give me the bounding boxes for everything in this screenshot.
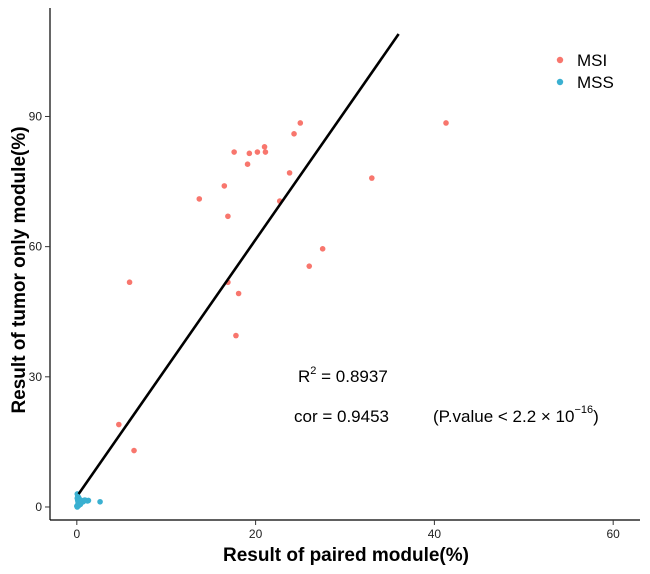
p-value-text: (P.value < 2.2 × 10 bbox=[433, 407, 574, 426]
y-tick-label: 90 bbox=[29, 109, 43, 123]
x-tick-label: 60 bbox=[607, 527, 621, 541]
point-mss bbox=[85, 497, 92, 504]
regression-line bbox=[77, 33, 400, 495]
legend: MSI MSS bbox=[556, 51, 614, 92]
point-msi bbox=[235, 290, 242, 297]
point-msi bbox=[131, 447, 137, 454]
point-msi bbox=[262, 149, 269, 155]
data-points bbox=[74, 120, 449, 510]
point-mss bbox=[74, 503, 80, 509]
p-value-exponent: −16 bbox=[574, 404, 593, 416]
point-msi bbox=[246, 150, 253, 157]
x-tick-label: 20 bbox=[249, 527, 263, 541]
y-axis-title: Result of tumor only module(%) bbox=[9, 126, 30, 413]
r-squared-value: = 0.8937 bbox=[316, 367, 387, 386]
point-msi bbox=[231, 149, 237, 155]
point-msi bbox=[291, 131, 297, 137]
x-tick-label: 0 bbox=[73, 527, 80, 541]
point-msi bbox=[443, 120, 449, 126]
regression-line-group bbox=[77, 33, 400, 495]
x-tick-label: 40 bbox=[428, 527, 442, 541]
point-msi bbox=[233, 332, 239, 339]
legend-label-msi: MSI bbox=[577, 51, 607, 70]
y-tick-label: 0 bbox=[35, 500, 42, 514]
y-tick-label: 30 bbox=[29, 370, 43, 384]
point-msi bbox=[261, 144, 268, 150]
p-value-annotation: (P.value < 2.2 × 10−16) bbox=[433, 404, 599, 426]
point-msi bbox=[297, 120, 304, 126]
p-value-close: ) bbox=[593, 407, 599, 426]
correlation-annotation: cor = 0.9453 bbox=[294, 407, 389, 426]
point-msi bbox=[244, 161, 251, 168]
legend-label-mss: MSS bbox=[577, 73, 614, 92]
point-msi bbox=[319, 246, 326, 252]
point-mss bbox=[97, 498, 103, 505]
point-mss bbox=[77, 496, 83, 503]
r-squared-annotation: R2 = 0.8937 bbox=[298, 365, 388, 386]
r-squared-exponent: 2 bbox=[310, 365, 316, 377]
legend-key-msi bbox=[556, 56, 564, 64]
point-msi bbox=[221, 183, 228, 189]
point-msi bbox=[116, 421, 122, 428]
y-tick-label: 60 bbox=[29, 240, 43, 254]
legend-key-mss bbox=[556, 78, 564, 86]
point-msi bbox=[225, 213, 231, 220]
annotations: R2 = 0.8937 cor = 0.9453 (P.value < 2.2 … bbox=[294, 365, 599, 426]
r-squared-base: R bbox=[298, 367, 310, 386]
x-axis-title: Result of paired module(%) bbox=[223, 545, 469, 566]
point-msi bbox=[369, 175, 375, 181]
point-msi bbox=[196, 196, 203, 202]
point-msi bbox=[254, 149, 261, 155]
point-msi bbox=[286, 170, 293, 176]
point-msi bbox=[306, 263, 313, 269]
point-msi bbox=[126, 279, 133, 286]
axes: 0 20 40 60 0 30 60 90 bbox=[29, 8, 640, 541]
